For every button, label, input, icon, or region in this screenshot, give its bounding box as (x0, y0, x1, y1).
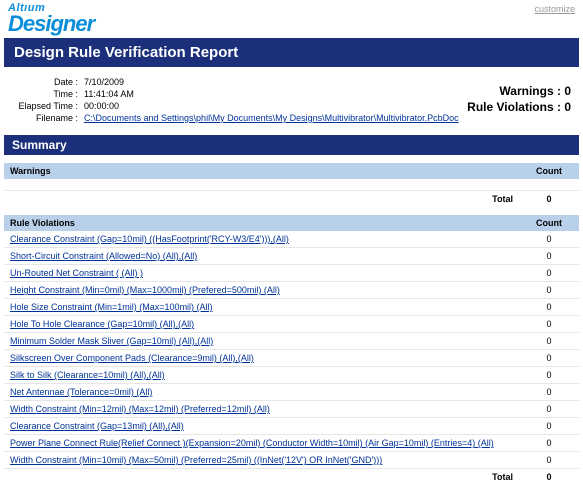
violation-link[interactable]: Power Plane Connect Rule(Relief Connect … (10, 438, 494, 448)
filename-label: Filename : (12, 113, 84, 123)
violations-col-name: Rule Violations (4, 215, 519, 231)
violation-count: 0 (519, 384, 579, 401)
violation-cell: Hole Size Constraint (Min=1mil) (Max=100… (4, 299, 519, 316)
violation-cell: Width Constraint (Min=12mil) (Max=12mil)… (4, 401, 519, 418)
logo-bottom: Designer (8, 14, 94, 34)
violation-count: 0 (519, 435, 579, 452)
warnings-label: Warnings : (499, 84, 561, 98)
table-row: Clearance Constraint (Gap=10mil) ((HasFo… (4, 231, 579, 248)
violation-count: 0 (519, 418, 579, 435)
date-value: 7/10/2009 (84, 77, 459, 87)
violation-link[interactable]: Width Constraint (Min=12mil) (Max=12mil)… (10, 404, 270, 414)
elapsed-value: 00:00:00 (84, 101, 459, 111)
violation-link[interactable]: Short-Circuit Constraint (Allowed=No) (A… (10, 251, 197, 261)
violation-link[interactable]: Net Antennae (Tolerance=0mil) (All) (10, 387, 152, 397)
warnings-total-value: 0 (519, 191, 579, 208)
filename-link[interactable]: C:\Documents and Settings\phil\My Docume… (84, 113, 459, 123)
violation-link[interactable]: Silkscreen Over Component Pads (Clearanc… (10, 353, 254, 363)
table-row: Hole Size Constraint (Min=1mil) (Max=100… (4, 299, 579, 316)
warnings-col-name: Warnings (4, 163, 519, 179)
summary-header: Summary (4, 135, 579, 155)
table-row: Height Constraint (Min=0mil) (Max=1000mi… (4, 282, 579, 299)
violation-count: 0 (519, 265, 579, 282)
violation-link[interactable]: Silk to Silk (Clearance=10mil) (All),(Al… (10, 370, 165, 380)
table-row: Silk to Silk (Clearance=10mil) (All),(Al… (4, 367, 579, 384)
violation-link[interactable]: Width Constraint (Min=10mil) (Max=50mil)… (10, 455, 382, 465)
time-label: Time : (12, 89, 84, 99)
violation-link[interactable]: Height Constraint (Min=0mil) (Max=1000mi… (10, 285, 280, 295)
violation-cell: Height Constraint (Min=0mil) (Max=1000mi… (4, 282, 519, 299)
violation-link[interactable]: Clearance Constraint (Gap=13mil) (All),(… (10, 421, 184, 431)
violations-total-label: Total (4, 469, 519, 486)
time-value: 11:41:04 AM (84, 89, 459, 99)
violation-count: 0 (519, 367, 579, 384)
violation-link[interactable]: Clearance Constraint (Gap=10mil) ((HasFo… (10, 234, 289, 244)
violation-cell: Un-Routed Net Constraint ( (All) ) (4, 265, 519, 282)
elapsed-label: Elapsed Time : (12, 101, 84, 111)
violation-cell: Silk to Silk (Clearance=10mil) (All),(Al… (4, 367, 519, 384)
violation-cell: Hole To Hole Clearance (Gap=10mil) (All)… (4, 316, 519, 333)
table-row: Width Constraint (Min=12mil) (Max=12mil)… (4, 401, 579, 418)
violation-cell: Width Constraint (Min=10mil) (Max=50mil)… (4, 452, 519, 469)
violation-cell: Net Antennae (Tolerance=0mil) (All) (4, 384, 519, 401)
violation-cell: Short-Circuit Constraint (Allowed=No) (A… (4, 248, 519, 265)
violation-cell: Silkscreen Over Component Pads (Clearanc… (4, 350, 519, 367)
violation-count: 0 (519, 333, 579, 350)
warnings-table: Warnings Count Total 0 (4, 163, 579, 208)
violations-value: 0 (564, 100, 571, 114)
violation-count: 0 (519, 248, 579, 265)
meta-grid: Date : 7/10/2009 Time : 11:41:04 AM Elap… (12, 77, 459, 123)
violation-link[interactable]: Hole Size Constraint (Min=1mil) (Max=100… (10, 302, 213, 312)
violation-count: 0 (519, 299, 579, 316)
warnings-col-count: Count (519, 163, 579, 179)
violation-cell: Clearance Constraint (Gap=10mil) ((HasFo… (4, 231, 519, 248)
table-row: Power Plane Connect Rule(Relief Connect … (4, 435, 579, 452)
table-row: Minimum Solder Mask Sliver (Gap=10mil) (… (4, 333, 579, 350)
violation-count: 0 (519, 316, 579, 333)
violation-link[interactable]: Minimum Solder Mask Sliver (Gap=10mil) (… (10, 336, 213, 346)
table-row: Width Constraint (Min=10mil) (Max=50mil)… (4, 452, 579, 469)
report-title: Design Rule Verification Report (4, 38, 579, 67)
warnings-value: 0 (564, 84, 571, 98)
table-row: Silkscreen Over Component Pads (Clearanc… (4, 350, 579, 367)
stats-block: Warnings : 0 Rule Violations : 0 (467, 84, 571, 116)
warnings-total-label: Total (4, 191, 519, 208)
violation-count: 0 (519, 282, 579, 299)
table-row: Short-Circuit Constraint (Allowed=No) (A… (4, 248, 579, 265)
app-logo: Altıum Designer (8, 4, 94, 34)
date-label: Date : (12, 77, 84, 87)
table-row: Hole To Hole Clearance (Gap=10mil) (All)… (4, 316, 579, 333)
table-row: Net Antennae (Tolerance=0mil) (All) 0 (4, 384, 579, 401)
violation-count: 0 (519, 231, 579, 248)
violations-total-value: 0 (519, 469, 579, 486)
violation-count: 0 (519, 452, 579, 469)
violations-label: Rule Violations : (467, 100, 561, 114)
violation-link[interactable]: Hole To Hole Clearance (Gap=10mil) (All)… (10, 319, 194, 329)
customize-link[interactable]: customize (534, 4, 575, 14)
table-row: Un-Routed Net Constraint ( (All) ) 0 (4, 265, 579, 282)
violation-cell: Clearance Constraint (Gap=13mil) (All),(… (4, 418, 519, 435)
violation-cell: Power Plane Connect Rule(Relief Connect … (4, 435, 519, 452)
violation-cell: Minimum Solder Mask Sliver (Gap=10mil) (… (4, 333, 519, 350)
table-row: Clearance Constraint (Gap=13mil) (All),(… (4, 418, 579, 435)
violation-count: 0 (519, 350, 579, 367)
warnings-empty (4, 179, 579, 191)
violations-table: Rule Violations Count Clearance Constrai… (4, 215, 579, 485)
violations-col-count: Count (519, 215, 579, 231)
violation-link[interactable]: Un-Routed Net Constraint ( (All) ) (10, 268, 143, 278)
violation-count: 0 (519, 401, 579, 418)
